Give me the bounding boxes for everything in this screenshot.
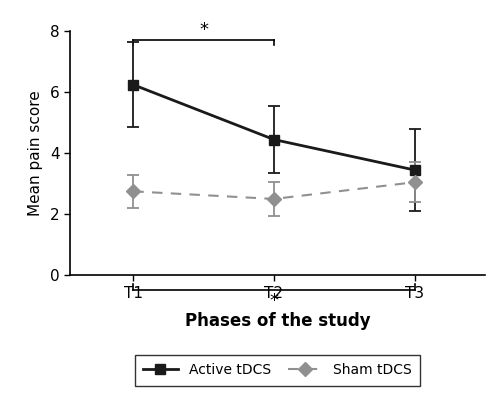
Text: *: * [270,292,278,310]
X-axis label: Phases of the study: Phases of the study [184,312,370,330]
Y-axis label: Mean pain score: Mean pain score [28,90,43,216]
Text: *: * [199,21,208,39]
Legend: Active tDCS, Sham tDCS: Active tDCS, Sham tDCS [134,355,420,386]
